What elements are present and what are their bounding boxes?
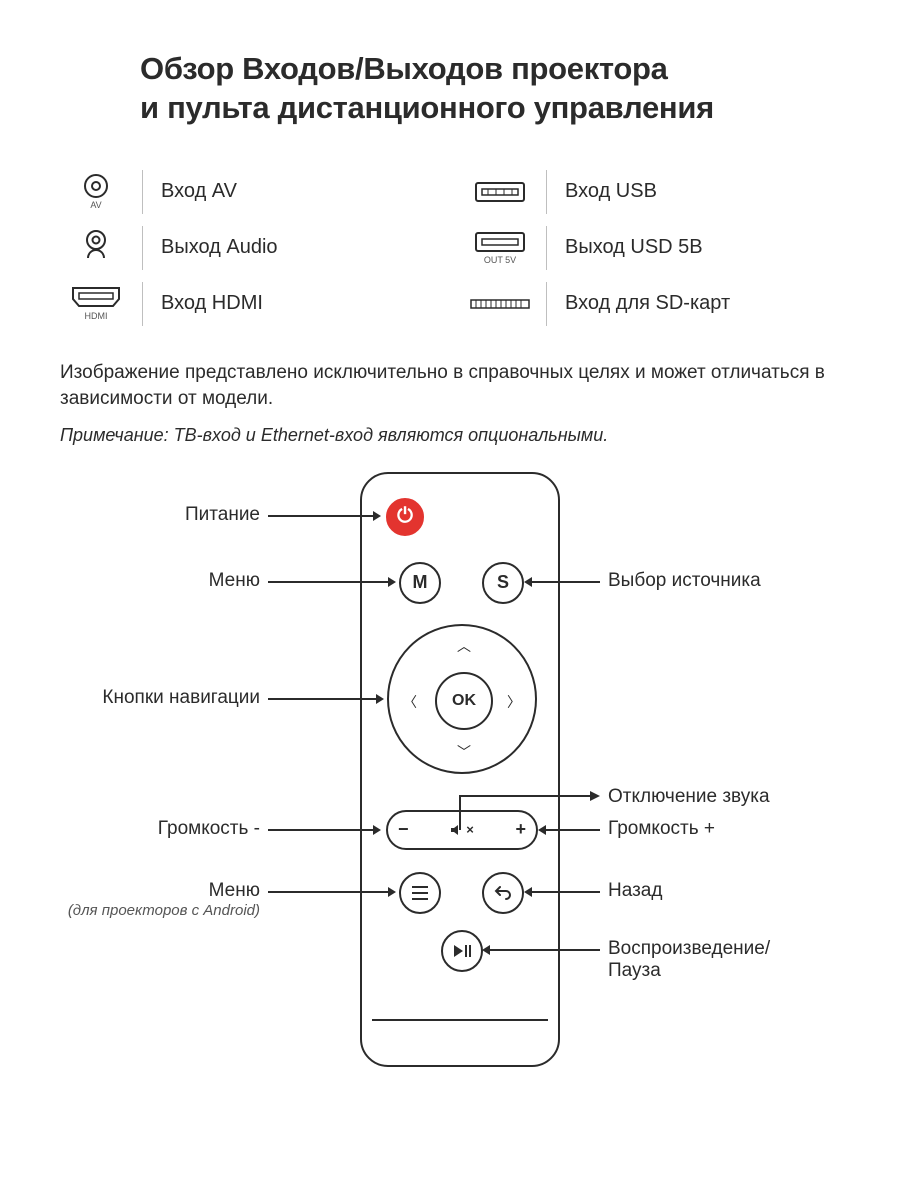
ports-col-right: Вход USB OUT 5V Выход USD 5B — [464, 164, 840, 332]
ports-grid: AV Вход AV Выход Audio — [60, 164, 840, 332]
power-button: ⏻ — [386, 498, 424, 536]
port-label: Вход AV — [161, 180, 237, 203]
arrow — [268, 515, 373, 517]
arrow — [268, 581, 388, 583]
usb-5v-icon: OUT 5V — [464, 220, 536, 276]
callout-volminus: Громкость - — [60, 818, 260, 840]
callout-back: Назад — [608, 880, 662, 902]
page-title: Обзор Входов/Выходов проектора и пульта … — [140, 50, 840, 128]
arrow — [490, 949, 600, 951]
arrow — [532, 581, 600, 583]
menu-button: M — [399, 562, 441, 604]
sd-slot-icon — [464, 276, 536, 332]
callout-mute: Отключение звука — [608, 786, 770, 808]
remote-bottom-divider — [372, 1019, 548, 1021]
play-pause-icon — [454, 945, 471, 957]
back-arrow-icon — [493, 883, 513, 903]
divider — [142, 170, 143, 214]
port-row-hdmi: HDMI Вход HDMI — [60, 276, 436, 332]
arrow — [546, 829, 600, 831]
title-line-2: и пульта дистанционного управления — [140, 90, 714, 125]
arrow — [268, 698, 376, 700]
port-label: Вход USB — [565, 180, 657, 203]
port-label: Вход HDMI — [161, 292, 263, 315]
chevron-down-icon: ﹀ — [457, 742, 471, 762]
divider — [546, 226, 547, 270]
disclaimer-text: Изображение представлено исключительно в… — [60, 360, 840, 413]
ok-button: OK — [435, 672, 493, 730]
chevron-right-icon: 〉 — [507, 692, 521, 712]
hamburger-icon — [412, 886, 428, 900]
chevron-left-icon: 〈 — [403, 692, 417, 712]
divider — [546, 282, 547, 326]
power-icon: ⏻ — [397, 505, 413, 528]
port-label: Вход для SD-карт — [565, 292, 730, 315]
callout-nav: Кнопки навигации — [60, 687, 260, 709]
remote-body: ⏻ M S OK ︿ ﹀ 〈 〉 − × + — [360, 472, 560, 1067]
hdmi-port-icon: HDMI — [60, 276, 132, 332]
out5v-caption: OUT 5V — [484, 256, 516, 265]
callout-play: Воспроизведение/ Пауза — [608, 938, 770, 982]
usb-port-icon — [464, 164, 536, 220]
headphone-jack-icon — [60, 220, 132, 276]
chevron-up-icon: ︿ — [457, 636, 471, 656]
port-row-audio: Выход Audio — [60, 220, 436, 276]
callout-source: Выбор источника — [608, 570, 761, 592]
nav-pad: OK ︿ ﹀ 〈 〉 — [387, 624, 537, 774]
arrow — [268, 829, 373, 831]
callout-power: Питание — [60, 504, 260, 526]
arrow — [532, 891, 600, 893]
vol-minus: − — [398, 819, 409, 840]
back-button — [482, 872, 524, 914]
arrow — [268, 891, 388, 893]
android-menu-button — [399, 872, 441, 914]
port-row-out5v: OUT 5V Выход USD 5B — [464, 220, 840, 276]
port-label: Выход USD 5B — [565, 236, 703, 259]
port-label: Выход Audio — [161, 236, 278, 259]
callout-menu2: Меню (для проекторов с Android) — [60, 880, 260, 919]
divider — [142, 226, 143, 270]
play-pause-button — [441, 930, 483, 972]
port-row-av: AV Вход AV — [60, 164, 436, 220]
port-row-usb: Вход USB — [464, 164, 840, 220]
av-caption: AV — [90, 201, 101, 210]
hdmi-caption: HDMI — [85, 312, 108, 321]
ports-col-left: AV Вход AV Выход Audio — [60, 164, 436, 332]
remote-diagram: ⏻ M S OK ︿ ﹀ 〈 〉 − × + — [60, 462, 840, 1102]
callout-menu: Меню — [60, 570, 260, 592]
arrow-elbow — [458, 786, 608, 834]
port-row-sd: Вход для SD-карт — [464, 276, 840, 332]
av-jack-icon: AV — [60, 164, 132, 220]
note-text: Примечание: ТВ-вход и Ethernet-вход явля… — [60, 425, 840, 446]
callout-volplus: Громкость + — [608, 818, 715, 840]
source-button: S — [482, 562, 524, 604]
divider — [142, 282, 143, 326]
title-line-1: Обзор Входов/Выходов проектора — [140, 51, 668, 86]
divider — [546, 170, 547, 214]
